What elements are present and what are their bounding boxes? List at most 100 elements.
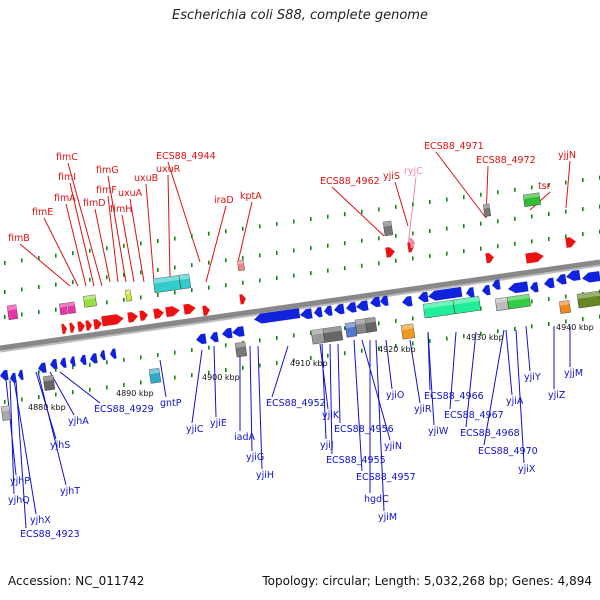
- gene-arrow[interactable]: [525, 251, 544, 263]
- gene-label-forward[interactable]: fimC: [56, 152, 78, 163]
- gene-box[interactable]: [423, 300, 455, 318]
- gene-label-reverse[interactable]: yjiM: [378, 512, 397, 523]
- gene-label-forward[interactable]: yjjN: [558, 150, 576, 161]
- gene-box[interactable]: [179, 274, 191, 289]
- gene-box[interactable]: [7, 305, 18, 320]
- gene-label-reverse[interactable]: yjiR: [414, 404, 432, 415]
- gene-label-reverse[interactable]: yjiJ: [320, 440, 334, 451]
- gene-arrow[interactable]: [202, 305, 210, 316]
- gene-box[interactable]: [153, 275, 181, 293]
- gene-label-forward[interactable]: ryjC: [404, 166, 423, 177]
- gene-label-reverse[interactable]: yjhS: [50, 440, 70, 451]
- gene-arrow[interactable]: [77, 321, 85, 332]
- gene-label-reverse[interactable]: yjiK: [322, 410, 340, 421]
- gene-label-reverse[interactable]: yjiE: [210, 418, 227, 429]
- gene-arrow[interactable]: [195, 334, 206, 345]
- gene-label-reverse[interactable]: ECS88_4952: [266, 398, 326, 409]
- gene-box[interactable]: [149, 368, 161, 383]
- gene-label-reverse[interactable]: yjiC: [186, 424, 204, 435]
- gene-arrow[interactable]: [299, 308, 312, 320]
- gene-box[interactable]: [43, 375, 55, 390]
- gene-label-reverse[interactable]: ECS88_4970: [478, 446, 538, 457]
- gene-label-reverse[interactable]: yjiN: [384, 441, 402, 452]
- gene-arrow[interactable]: [529, 282, 538, 293]
- gene-arrow[interactable]: [17, 370, 23, 381]
- gene-arrow[interactable]: [59, 358, 66, 369]
- gene-arrow[interactable]: [99, 350, 105, 361]
- gene-arrow[interactable]: [183, 303, 196, 315]
- gene-arrow[interactable]: [165, 305, 180, 317]
- gene-label-forward[interactable]: yjiS: [383, 171, 400, 182]
- gene-label-forward[interactable]: kptA: [240, 191, 262, 202]
- gene-label-reverse[interactable]: yjiY: [524, 372, 541, 383]
- gene-arrow[interactable]: [555, 274, 566, 285]
- gene-label-reverse[interactable]: ECS88_4957: [356, 472, 416, 483]
- gene-box[interactable]: [59, 303, 67, 315]
- gene-arrow[interactable]: [481, 285, 490, 296]
- gene-label-reverse[interactable]: yjiX: [518, 464, 536, 475]
- gene-arrow[interactable]: [89, 353, 97, 364]
- gene-arrow[interactable]: [139, 310, 148, 321]
- gene-label-reverse[interactable]: ECS88_4967: [444, 410, 504, 421]
- gene-label-forward[interactable]: ECS88_4944: [156, 151, 216, 162]
- gene-arrow[interactable]: [93, 318, 102, 329]
- gene-label-forward[interactable]: ECS88_4962: [320, 176, 380, 187]
- gene-arrow[interactable]: [581, 271, 600, 283]
- gene-label-forward[interactable]: fimF: [96, 185, 117, 196]
- gene-arrow[interactable]: [79, 355, 86, 366]
- gene-label-forward[interactable]: fimG: [96, 165, 119, 176]
- gene-arrow[interactable]: [345, 302, 356, 313]
- gene-box[interactable]: [345, 322, 357, 337]
- gene-arrow[interactable]: [0, 370, 9, 381]
- gene-label-forward[interactable]: uxuR: [156, 164, 181, 175]
- gene-label-reverse[interactable]: yjiA: [506, 396, 524, 407]
- gene-label-reverse[interactable]: ECS88_4929: [94, 404, 154, 415]
- gene-label-reverse[interactable]: yjiO: [386, 390, 404, 401]
- gene-arrow[interactable]: [101, 313, 124, 326]
- gene-arrow[interactable]: [49, 359, 57, 370]
- gene-arrow[interactable]: [355, 300, 368, 312]
- gene-arrow[interactable]: [565, 270, 580, 282]
- gene-arrow[interactable]: [333, 304, 344, 315]
- gene-box[interactable]: [559, 300, 571, 313]
- gene-label-forward[interactable]: fimH: [110, 204, 132, 215]
- gene-box[interactable]: [453, 296, 481, 314]
- gene-box[interactable]: [495, 297, 509, 311]
- gene-arrow[interactable]: [323, 305, 332, 316]
- gene-label-forward[interactable]: iraD: [214, 195, 234, 206]
- gene-label-reverse[interactable]: ECS88_4968: [460, 428, 520, 439]
- gene-label-reverse[interactable]: yjhP: [10, 476, 30, 487]
- gene-box[interactable]: [83, 295, 96, 308]
- gene-arrow[interactable]: [85, 320, 92, 331]
- gene-arrow[interactable]: [543, 278, 554, 289]
- gene-label-forward[interactable]: fimE: [32, 207, 53, 218]
- gene-box[interactable]: [323, 326, 343, 342]
- gene-arrow[interactable]: [221, 328, 232, 339]
- gene-box[interactable]: [523, 193, 541, 207]
- gene-arrow[interactable]: [231, 326, 244, 338]
- gene-label-forward[interactable]: fimB: [8, 233, 30, 244]
- gene-label-reverse[interactable]: iadA: [234, 432, 255, 443]
- gene-label-forward[interactable]: tsr: [538, 181, 551, 192]
- gene-label-reverse[interactable]: ECS88_4955: [326, 455, 386, 466]
- gene-arrow[interactable]: [61, 323, 67, 334]
- gene-box[interactable]: [311, 329, 325, 345]
- gene-label-forward[interactable]: fimD: [83, 198, 106, 209]
- gene-label-forward[interactable]: fimI: [58, 172, 76, 183]
- gene-label-forward[interactable]: ECS88_4971: [424, 141, 484, 152]
- gene-arrow[interactable]: [239, 294, 246, 305]
- gene-arrow[interactable]: [565, 237, 576, 248]
- gene-box[interactable]: [507, 294, 530, 309]
- gene-arrow[interactable]: [385, 246, 395, 257]
- gene-label-reverse[interactable]: ECS88_4966: [424, 391, 484, 402]
- gene-arrow[interactable]: [465, 287, 474, 298]
- gene-label-forward[interactable]: ECS88_4972: [476, 155, 536, 166]
- gene-box[interactable]: [125, 290, 132, 302]
- gene-arrow[interactable]: [153, 308, 164, 319]
- gene-box[interactable]: [483, 204, 491, 217]
- gene-box[interactable]: [401, 324, 415, 340]
- gene-label-reverse[interactable]: ECS88_4956: [334, 424, 394, 435]
- gene-arrow[interactable]: [313, 307, 322, 318]
- gene-box[interactable]: [67, 302, 75, 314]
- gene-label-reverse[interactable]: yjiH: [256, 470, 274, 481]
